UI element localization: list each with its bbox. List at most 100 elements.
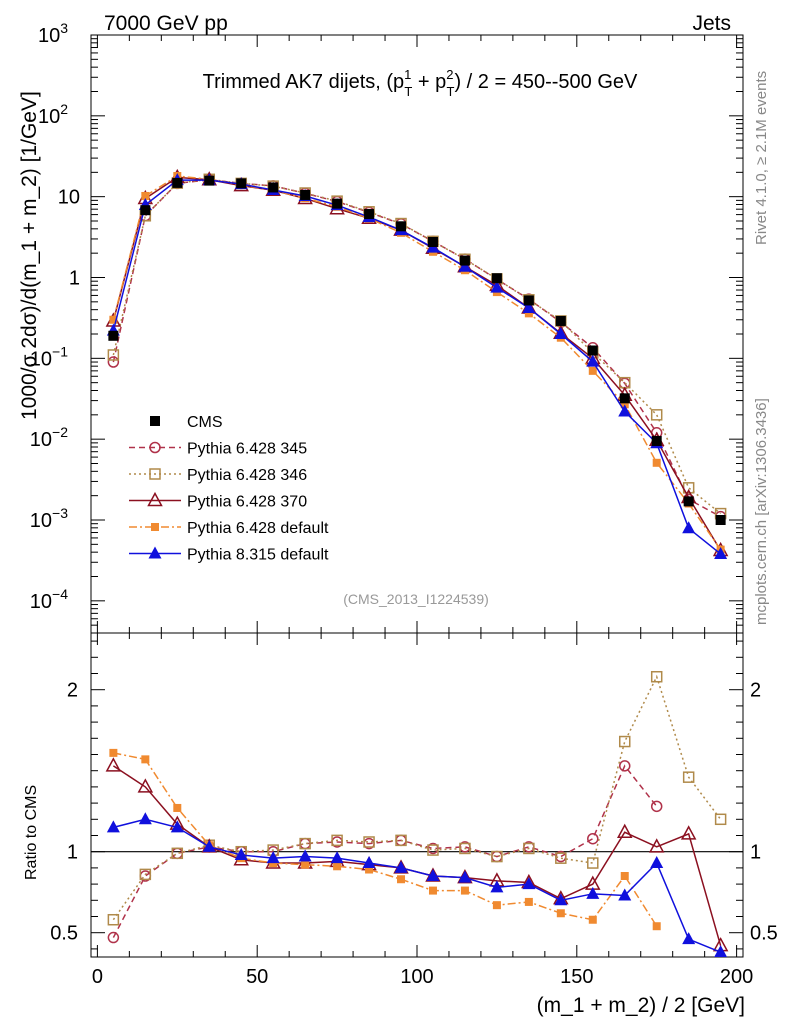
data-point: [172, 177, 183, 188]
legend-entry: Pythia 8.315 default: [129, 546, 329, 564]
data-point: [524, 309, 533, 318]
ratio-data-point: [680, 825, 697, 840]
plot-title: Trimmed AK7 dijets, (p1 T + p2 T) / 2 = 45…: [203, 67, 638, 99]
ratio-data-point: [362, 856, 376, 869]
series-line: [112, 178, 722, 515]
ratio-data-point: [682, 932, 696, 945]
data-point: [651, 435, 662, 446]
series-cms: [108, 175, 726, 525]
ratio-series-pythia-6-428-default: [109, 748, 661, 931]
main-y-tick-label-base: 10: [30, 348, 52, 370]
data-point: [555, 315, 566, 326]
data-point: [236, 178, 247, 189]
legend-entry: Pythia 6.428 default: [129, 520, 329, 537]
data-point: [490, 280, 504, 293]
title-prefix: Trimmed AK7 dijets, (p: [203, 71, 405, 93]
ratio-data-point: [490, 880, 504, 893]
main-y-tick-label: 1: [69, 267, 80, 289]
main-y-tick-label-exp: −1: [52, 343, 68, 359]
ratio-data-point: [620, 872, 629, 880]
ratio-data-point: [139, 868, 152, 881]
ratio-series-group: [105, 670, 729, 957]
ratio-data-point: [556, 909, 565, 918]
legend-label: Pythia 6.428 default: [187, 520, 329, 537]
ratio-data-point: [555, 852, 567, 864]
ratio-y-tick-label: 1: [67, 842, 78, 864]
main-y-tick-label-base: 10: [30, 591, 52, 613]
ratio-data-point: [107, 913, 120, 926]
ratio-data-point: [652, 922, 661, 931]
ratio-data-point: [106, 820, 120, 833]
data-point: [107, 356, 120, 368]
ratio-data-point: [141, 755, 150, 764]
ratio-data-point: [587, 857, 599, 869]
ratio-data-point: [459, 842, 471, 855]
main-y-tick-label: 103: [38, 20, 68, 47]
mcplots-label: mcplots.cern.ch [arXiv:1306.3436]: [753, 398, 770, 625]
title-sup2: 2: [446, 67, 453, 82]
ratio-data-point: [138, 812, 152, 825]
data-point: [204, 175, 215, 186]
title-mid: + p: [412, 71, 446, 93]
ratio-data-point: [333, 862, 342, 871]
ratio-data-point: [299, 837, 311, 850]
data-point: [300, 189, 311, 200]
ratio-data-point: [202, 839, 216, 852]
data-point: [620, 400, 629, 409]
data-point: [715, 514, 726, 525]
ratio-data-point: [492, 901, 501, 910]
rivet-version-label: Rivet 4.1.0, ≥ 2.1M events: [753, 71, 770, 245]
data-point: [268, 182, 279, 193]
legend-label: Pythia 6.428 370: [187, 494, 307, 511]
ratio-data-point: [173, 803, 182, 812]
data-point: [396, 221, 407, 232]
ratio-data-point: [301, 860, 310, 869]
main-y-tick-label-exp: 2: [60, 101, 68, 117]
x-tick-label: 50: [246, 966, 268, 988]
ratio-series-line: [112, 765, 722, 946]
ratio-series-pythia-6-428-370: [105, 757, 729, 952]
ratio-data-point: [137, 778, 154, 793]
data-point: [427, 236, 438, 247]
ratio-data-point: [397, 875, 406, 884]
ratio-data-point: [331, 834, 343, 847]
ratio-data-point: [427, 844, 439, 856]
data-point: [652, 458, 661, 467]
ratio-series-clipped: [105, 670, 729, 957]
data-point: [682, 521, 696, 534]
main-y-tick-label: 10: [58, 187, 80, 209]
ratio-plot-panel: 0.5 0.5 1 1 2 2 0 50 100 150 200: [50, 632, 778, 988]
data-point: [108, 330, 119, 341]
ratio-data-point: [554, 893, 568, 906]
main-y-tick-label-exp: −3: [52, 505, 68, 521]
analysis-id-label: (CMS_2013_I1224539): [343, 591, 489, 607]
data-point: [522, 300, 536, 313]
data-point: [459, 255, 470, 266]
ratio-data-point: [266, 851, 280, 864]
data-point: [458, 259, 472, 272]
ratio-data-point: [491, 850, 503, 863]
legend-marker: [149, 468, 161, 480]
data-point: [491, 273, 502, 284]
main-y-tick-label-base: 1: [69, 267, 80, 289]
ratio-data-point: [524, 897, 533, 906]
data-point: [619, 393, 630, 404]
header-right: Jets: [692, 12, 731, 35]
ratio-data-point: [458, 870, 472, 883]
data-point: [714, 546, 728, 559]
legend-marker: [149, 441, 161, 454]
legend-label: Pythia 6.428 346: [187, 467, 307, 484]
ratio-data-point: [109, 748, 118, 757]
title-sup1: 1: [404, 67, 411, 82]
ratio-data-point: [426, 869, 440, 881]
main-y-tick-label: 10−3: [30, 505, 68, 532]
ratio-y-tick-label: 2: [67, 680, 78, 702]
data-point: [140, 205, 151, 216]
x-tick-label: 100: [400, 966, 433, 988]
data-point: [587, 345, 598, 356]
ratio-axis-ticks: 0.5 0.5 1 1 2 2 0 50 100 150 200: [50, 633, 778, 988]
legend-marker: [150, 416, 160, 426]
ratio-y-tick-label-right: 1: [750, 842, 761, 864]
ratio-y-axis-label: Ratio to CMS: [23, 785, 40, 880]
ratio-data-point: [618, 888, 632, 901]
